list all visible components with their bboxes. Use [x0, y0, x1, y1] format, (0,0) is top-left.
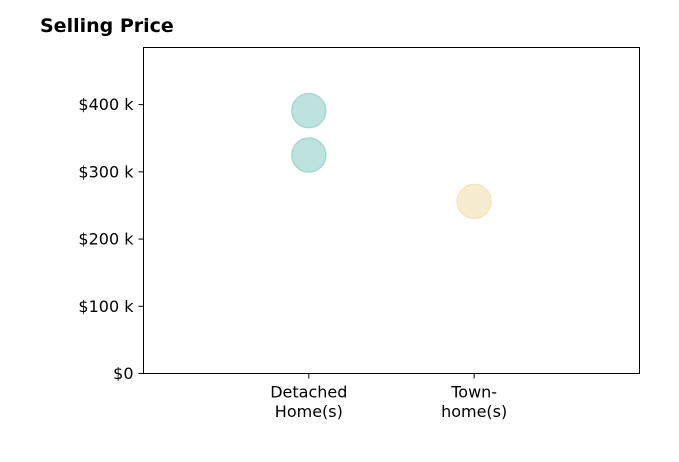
x-axis: Detached Home(s) Town-home(s): [270, 373, 507, 422]
x-tick-label-line: Town-: [450, 383, 497, 402]
plot-frame: [143, 47, 640, 374]
x-tick-label: Detached Home(s): [270, 383, 347, 422]
data-points: [291, 92, 492, 220]
data-point: [291, 137, 327, 173]
x-tick-label-line: Home(s): [275, 402, 343, 421]
y-tick-label: $400 k: [78, 95, 134, 114]
y-tick-label: $300 k: [78, 162, 134, 181]
y-axis: $0 $100 k $200 k $300 k $400 k: [78, 95, 144, 383]
y-tick-label: $0: [113, 364, 133, 383]
x-tick-label-line: Detached: [270, 383, 347, 402]
chart-title: Selling Price: [40, 15, 174, 37]
x-tick-label-line: home(s): [441, 402, 507, 421]
data-point: [456, 183, 492, 220]
y-tick-label: $200 k: [78, 230, 134, 249]
x-tick-label: Town-home(s): [441, 383, 507, 422]
data-point: [291, 92, 327, 129]
y-tick-label: $100 k: [78, 297, 134, 316]
